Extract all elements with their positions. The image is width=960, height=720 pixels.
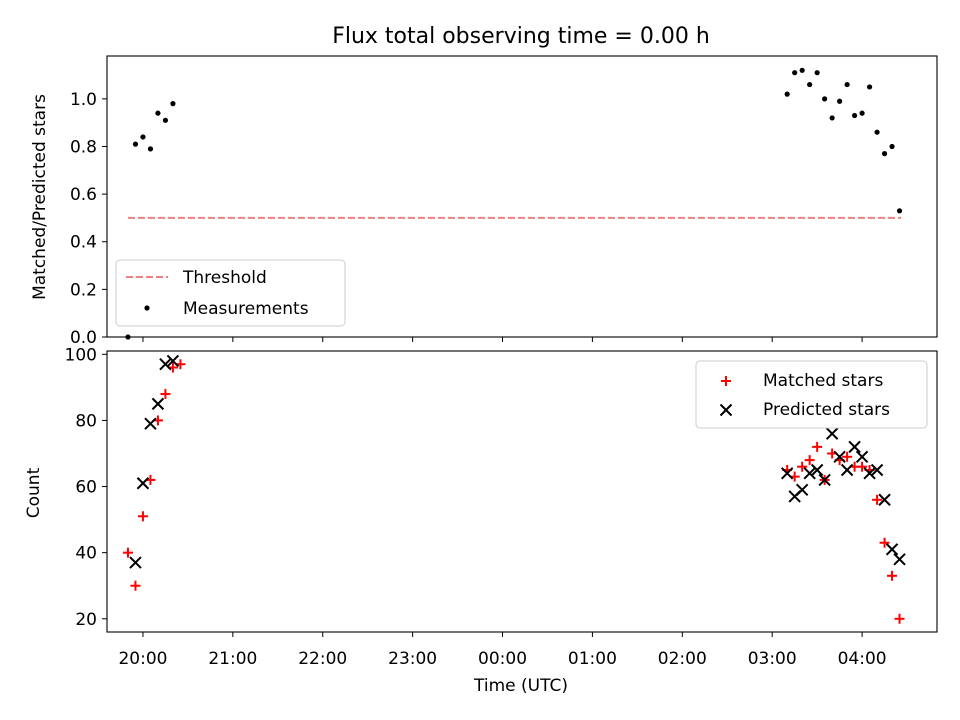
y-tick-label: 0.0 [70,328,97,348]
legend-box [695,360,928,429]
legend-measurements-label: Measurements [183,299,309,319]
measurement-point [140,134,146,140]
predicted-star-marker [129,556,142,569]
y-tick-label: 100 [65,345,97,365]
x-axis-label: Time (UTC) [473,676,568,696]
predicted-star-marker [893,553,906,566]
x-tick-label: 03:00 [748,649,797,669]
matched-star-marker [842,451,853,462]
matched-star-marker [160,388,171,399]
legend-box [115,259,346,327]
measurement-point [889,143,895,150]
top-plot-panel: 0.0 0.2 0.4 0.6 0.8 1.0 [70,55,938,348]
x-tick-label: 04:00 [838,649,887,669]
predicted-star-marker [863,467,876,480]
predicted-star-marker [136,477,150,490]
measurement-point [784,91,790,97]
matched-star-marker [812,441,823,452]
measurement-point [866,84,873,90]
measurement-point [792,70,798,76]
predicted-star-marker [144,417,157,430]
y-tick-label: 0.8 [70,137,97,157]
matched-star-marker [894,613,905,624]
measurement-point [162,117,169,123]
y-tick-label: 20 [75,610,97,630]
bottom-y-axis-label: Count [24,467,44,518]
chart-title: Flux total observing time = 0.00 h [332,24,710,49]
predicted-star-marker [848,440,861,454]
measurement-point [881,151,888,157]
top-plot-frame [106,55,938,338]
predicted-star-marker [870,463,884,477]
matched-star-marker [721,376,731,386]
legend-matched-label: Matched stars [763,371,883,391]
legend-threshold-label: Threshold [182,268,267,288]
measurement-point [822,96,828,102]
measurement-point [859,110,865,116]
predicted-star-marker [885,543,899,556]
x-tick-label: 20:00 [118,649,167,669]
matched-star-marker [804,455,815,466]
matched-star-marker [887,570,898,581]
matched-star-marker [122,547,133,558]
x-tick-label: 01:00 [568,649,617,669]
predicted-star-marker [825,427,839,440]
predicted-star-marker [818,473,831,487]
y-tick-label: 40 [75,544,97,564]
measurement-point [807,81,813,88]
measurement-point [155,110,161,116]
predicted-star-marker [840,463,854,477]
measurement-point [829,115,835,121]
measurement-point [125,334,131,340]
bottom-legend: Matched stars Predicted stars [695,360,928,429]
y-tick-label: 0.2 [70,280,97,300]
y-tick-label: 0.4 [70,233,97,253]
predicted-star-marker [159,358,172,371]
measurement-point [170,101,176,107]
x-tick-label: 23:00 [388,649,437,669]
y-tick-label: 0.6 [70,185,97,205]
measurement-point [837,98,843,104]
bottom-plot-panel: 20 40 60 80 100 20:00 21:00 22:00 23:00 00:00 01:0… [65,345,938,669]
top-legend: Threshold Measurements [115,259,346,327]
matched-star-marker [130,580,141,591]
predicted-star-marker [833,450,846,463]
y-tick-label: 60 [75,478,97,498]
y-tick-label: 80 [75,411,97,431]
predicted-star-marker [795,483,809,497]
x-tick-label: 00:00 [478,649,527,669]
y-tick-label: 1.0 [70,90,97,110]
measurement-point [874,129,880,135]
matched-star-marker [879,537,890,548]
x-tick-label: 22:00 [298,649,347,669]
predicted-star-marker [151,397,165,411]
measurement-point [896,208,903,214]
predicted-star-marker [878,493,891,506]
matched-star-marker [857,461,868,472]
measurement-point [132,141,139,147]
predicted-star-marker [719,403,733,417]
predicted-star-marker [810,463,824,477]
measurement-point [799,67,805,73]
matched-star-marker [872,494,883,505]
measurement-point [851,112,858,119]
predicted-star-marker [780,467,794,480]
predicted-star-marker [166,354,180,368]
top-y-axis-label: Matched/Predicted stars [30,94,50,300]
x-tick-label: 02:00 [658,649,707,669]
measurement-point [844,81,850,88]
legend-predicted-label: Predicted stars [763,400,890,420]
bottom-plot-frame [106,350,938,633]
legend-measurements-swatch [144,305,150,311]
matched-star-marker [797,461,808,472]
predicted-star-marker [803,467,816,480]
matched-star-marker [137,511,148,522]
measurement-point [147,146,154,152]
predicted-star-marker [855,450,869,463]
measurement-point [814,70,820,76]
x-tick-label: 21:00 [208,649,257,669]
